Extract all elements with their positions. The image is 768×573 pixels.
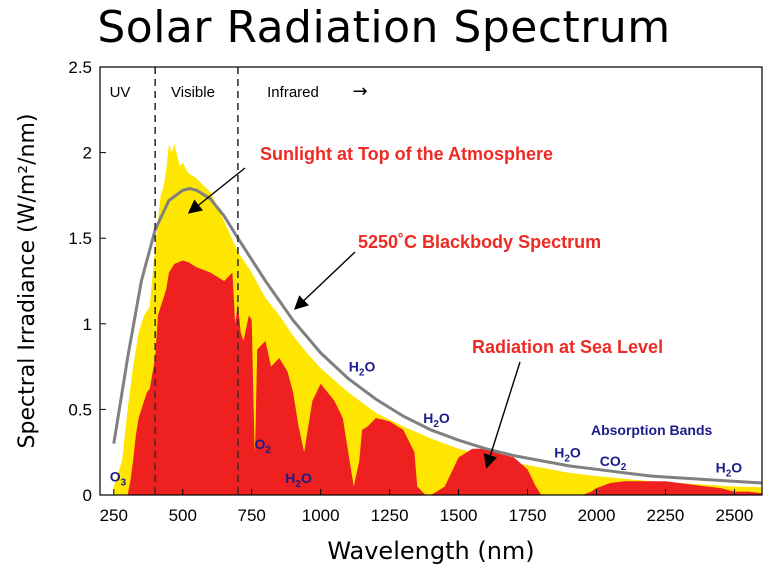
annotation-arrow	[293, 251, 356, 310]
chart-title: Solar Radiation Spectrum	[97, 2, 671, 53]
annotation-arrow	[187, 167, 246, 214]
absorption-label: O2	[255, 436, 272, 456]
absorption-label: H2O	[716, 460, 743, 480]
annotation-arrow	[483, 361, 521, 469]
x-tick-label: 2500	[716, 506, 754, 525]
plot-frame	[99, 66, 763, 496]
y-tick-label: 2	[83, 144, 92, 163]
annotation-label: 5250˚C Blackbody Spectrum	[358, 232, 601, 252]
absorption-label: O3	[110, 468, 127, 488]
x-tick-label: 1750	[509, 506, 547, 525]
region-label: Infrared	[267, 84, 319, 101]
x-tick-label: 2000	[578, 506, 616, 525]
x-tick-label: 250	[100, 506, 128, 525]
region-arrow: →	[352, 81, 367, 102]
absorption-label: H2O	[554, 444, 581, 464]
x-tick-label: 1250	[371, 506, 409, 525]
absorption-label: Absorption Bands	[591, 422, 713, 438]
y-axis-label: Spectral Irradiance (W/m²/nm)	[15, 114, 40, 449]
x-tick-label: 2250	[647, 506, 685, 525]
region-label: Visible	[171, 84, 215, 101]
annotation-label: Sunlight at Top of the Atmosphere	[260, 144, 553, 164]
x-tick-label: 1000	[302, 506, 340, 525]
absorption-label: H2O	[349, 359, 376, 379]
series-blackbody-line	[112, 187, 762, 485]
x-tick-label: 1500	[440, 506, 478, 525]
y-tick-label: 1	[83, 315, 92, 334]
y-tick-label: 1.5	[68, 229, 92, 248]
absorption-label: CO2	[600, 453, 627, 473]
x-axis-label: Wavelength (nm)	[327, 537, 534, 565]
x-tick-label: 750	[238, 506, 266, 525]
absorption-label: H2O	[285, 470, 312, 490]
y-tick-label: 0.5	[68, 400, 92, 419]
x-tick-label: 500	[169, 506, 197, 525]
region-label: UV	[110, 84, 131, 101]
y-tick-label: 0	[83, 486, 92, 505]
y-tick-label: 2.5	[68, 58, 92, 77]
plot-area	[112, 144, 762, 495]
annotation-label: Radiation at Sea Level	[472, 337, 663, 357]
series-sea-level-area	[127, 260, 762, 495]
absorption-label: H2O	[423, 410, 450, 430]
